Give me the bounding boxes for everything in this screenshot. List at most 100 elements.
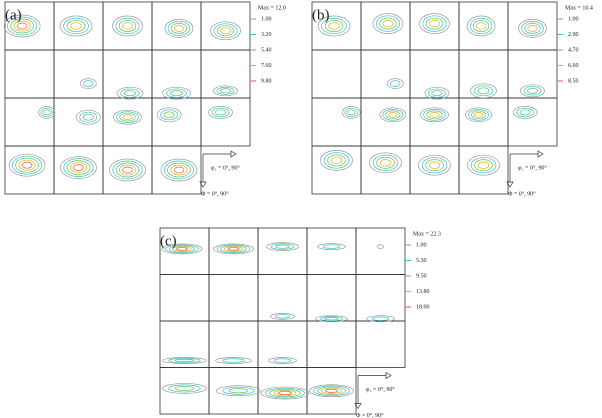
contour [112, 160, 143, 180]
odf-cell [306, 320, 357, 368]
contour [315, 315, 348, 323]
odf-cell [507, 1, 558, 51]
contour [168, 245, 196, 253]
odf-cell [53, 49, 104, 99]
contour [63, 17, 89, 35]
Phi-axis-label: Φ = 0°, 90° [508, 190, 536, 197]
contour [220, 88, 231, 94]
phi1-axis-label: φ₁ = 0°, 90° [518, 164, 547, 171]
panel-label: (a) [5, 7, 22, 23]
contour [109, 158, 146, 182]
contour [208, 106, 233, 119]
contour [431, 90, 443, 97]
contour [382, 109, 404, 121]
contour [323, 152, 350, 169]
contour [425, 159, 444, 172]
contour [465, 107, 492, 123]
contour [424, 86, 450, 100]
contour [470, 83, 497, 99]
contour [264, 387, 305, 399]
contour [369, 152, 402, 174]
contour [220, 27, 231, 35]
odf-cell [257, 320, 308, 368]
legend-level: 3.20 [261, 32, 272, 38]
contour [390, 80, 401, 87]
contour [372, 13, 404, 34]
contour [38, 106, 56, 119]
odf-cell [409, 145, 460, 195]
legend-level: 5.30 [416, 258, 427, 264]
odf-cell [311, 145, 362, 195]
odf-cell [257, 227, 308, 275]
contour [156, 107, 182, 123]
contour [527, 87, 538, 94]
contour [160, 109, 179, 121]
legend-level: 7.60 [261, 63, 272, 69]
odf-cell [102, 1, 153, 51]
contour [341, 106, 361, 119]
odf-cell [458, 49, 509, 99]
contour [521, 21, 544, 36]
odf-cell [507, 97, 558, 147]
contour [366, 315, 395, 323]
odf-cell [4, 49, 55, 99]
contour [66, 160, 91, 175]
legend-level: 9.50 [416, 273, 427, 279]
odf-cell [306, 227, 357, 275]
contour [386, 78, 404, 89]
contour [472, 20, 490, 32]
contour [13, 20, 31, 32]
odf-cell [151, 145, 202, 195]
contour [216, 25, 235, 37]
legend-level: 1.00 [416, 242, 427, 248]
contour [429, 112, 440, 118]
Phi-axis-label: Φ = 0°, 90° [201, 190, 229, 197]
contour [429, 19, 440, 28]
contour [474, 159, 493, 172]
contour [320, 150, 353, 171]
contour [388, 112, 398, 118]
contour [164, 19, 194, 38]
contour [122, 22, 133, 30]
contour [317, 386, 346, 395]
contour [420, 107, 449, 123]
odf-cell [4, 97, 55, 147]
contour [173, 25, 184, 32]
contour [274, 314, 291, 319]
contour [516, 107, 535, 118]
legend-max: Max = 10.4 [565, 5, 593, 11]
contour [162, 383, 207, 394]
contour [222, 358, 245, 363]
contour [118, 164, 137, 176]
contour [216, 385, 261, 397]
contour [377, 244, 384, 249]
arrow-head [537, 150, 544, 158]
contour [428, 161, 441, 169]
arrow-head [199, 181, 207, 188]
contour [512, 106, 538, 119]
contour [120, 88, 140, 98]
contour [473, 85, 494, 97]
contour [83, 80, 94, 87]
contour [115, 162, 140, 178]
contour [523, 86, 542, 96]
contour [371, 316, 390, 321]
odf-panel: (b) Max = 10.4 1.00 2.90 4.70 6.60 8.50 φ₁ = 0°… [311, 1, 593, 197]
contour [520, 84, 545, 98]
contour [163, 111, 175, 119]
odf-cell [360, 145, 411, 195]
contour [40, 107, 53, 118]
contour [216, 244, 251, 254]
contour [325, 388, 338, 393]
odf-cell [355, 274, 406, 322]
contour [477, 87, 490, 95]
contour [10, 18, 34, 34]
contour [426, 110, 443, 120]
contour [324, 317, 339, 321]
odf-cell [53, 145, 104, 195]
contour [70, 22, 82, 30]
contour [324, 20, 344, 32]
phi1-axis-label: φ₁ = 0°, 90° [211, 164, 240, 171]
contour [524, 23, 541, 34]
contour [7, 16, 38, 36]
